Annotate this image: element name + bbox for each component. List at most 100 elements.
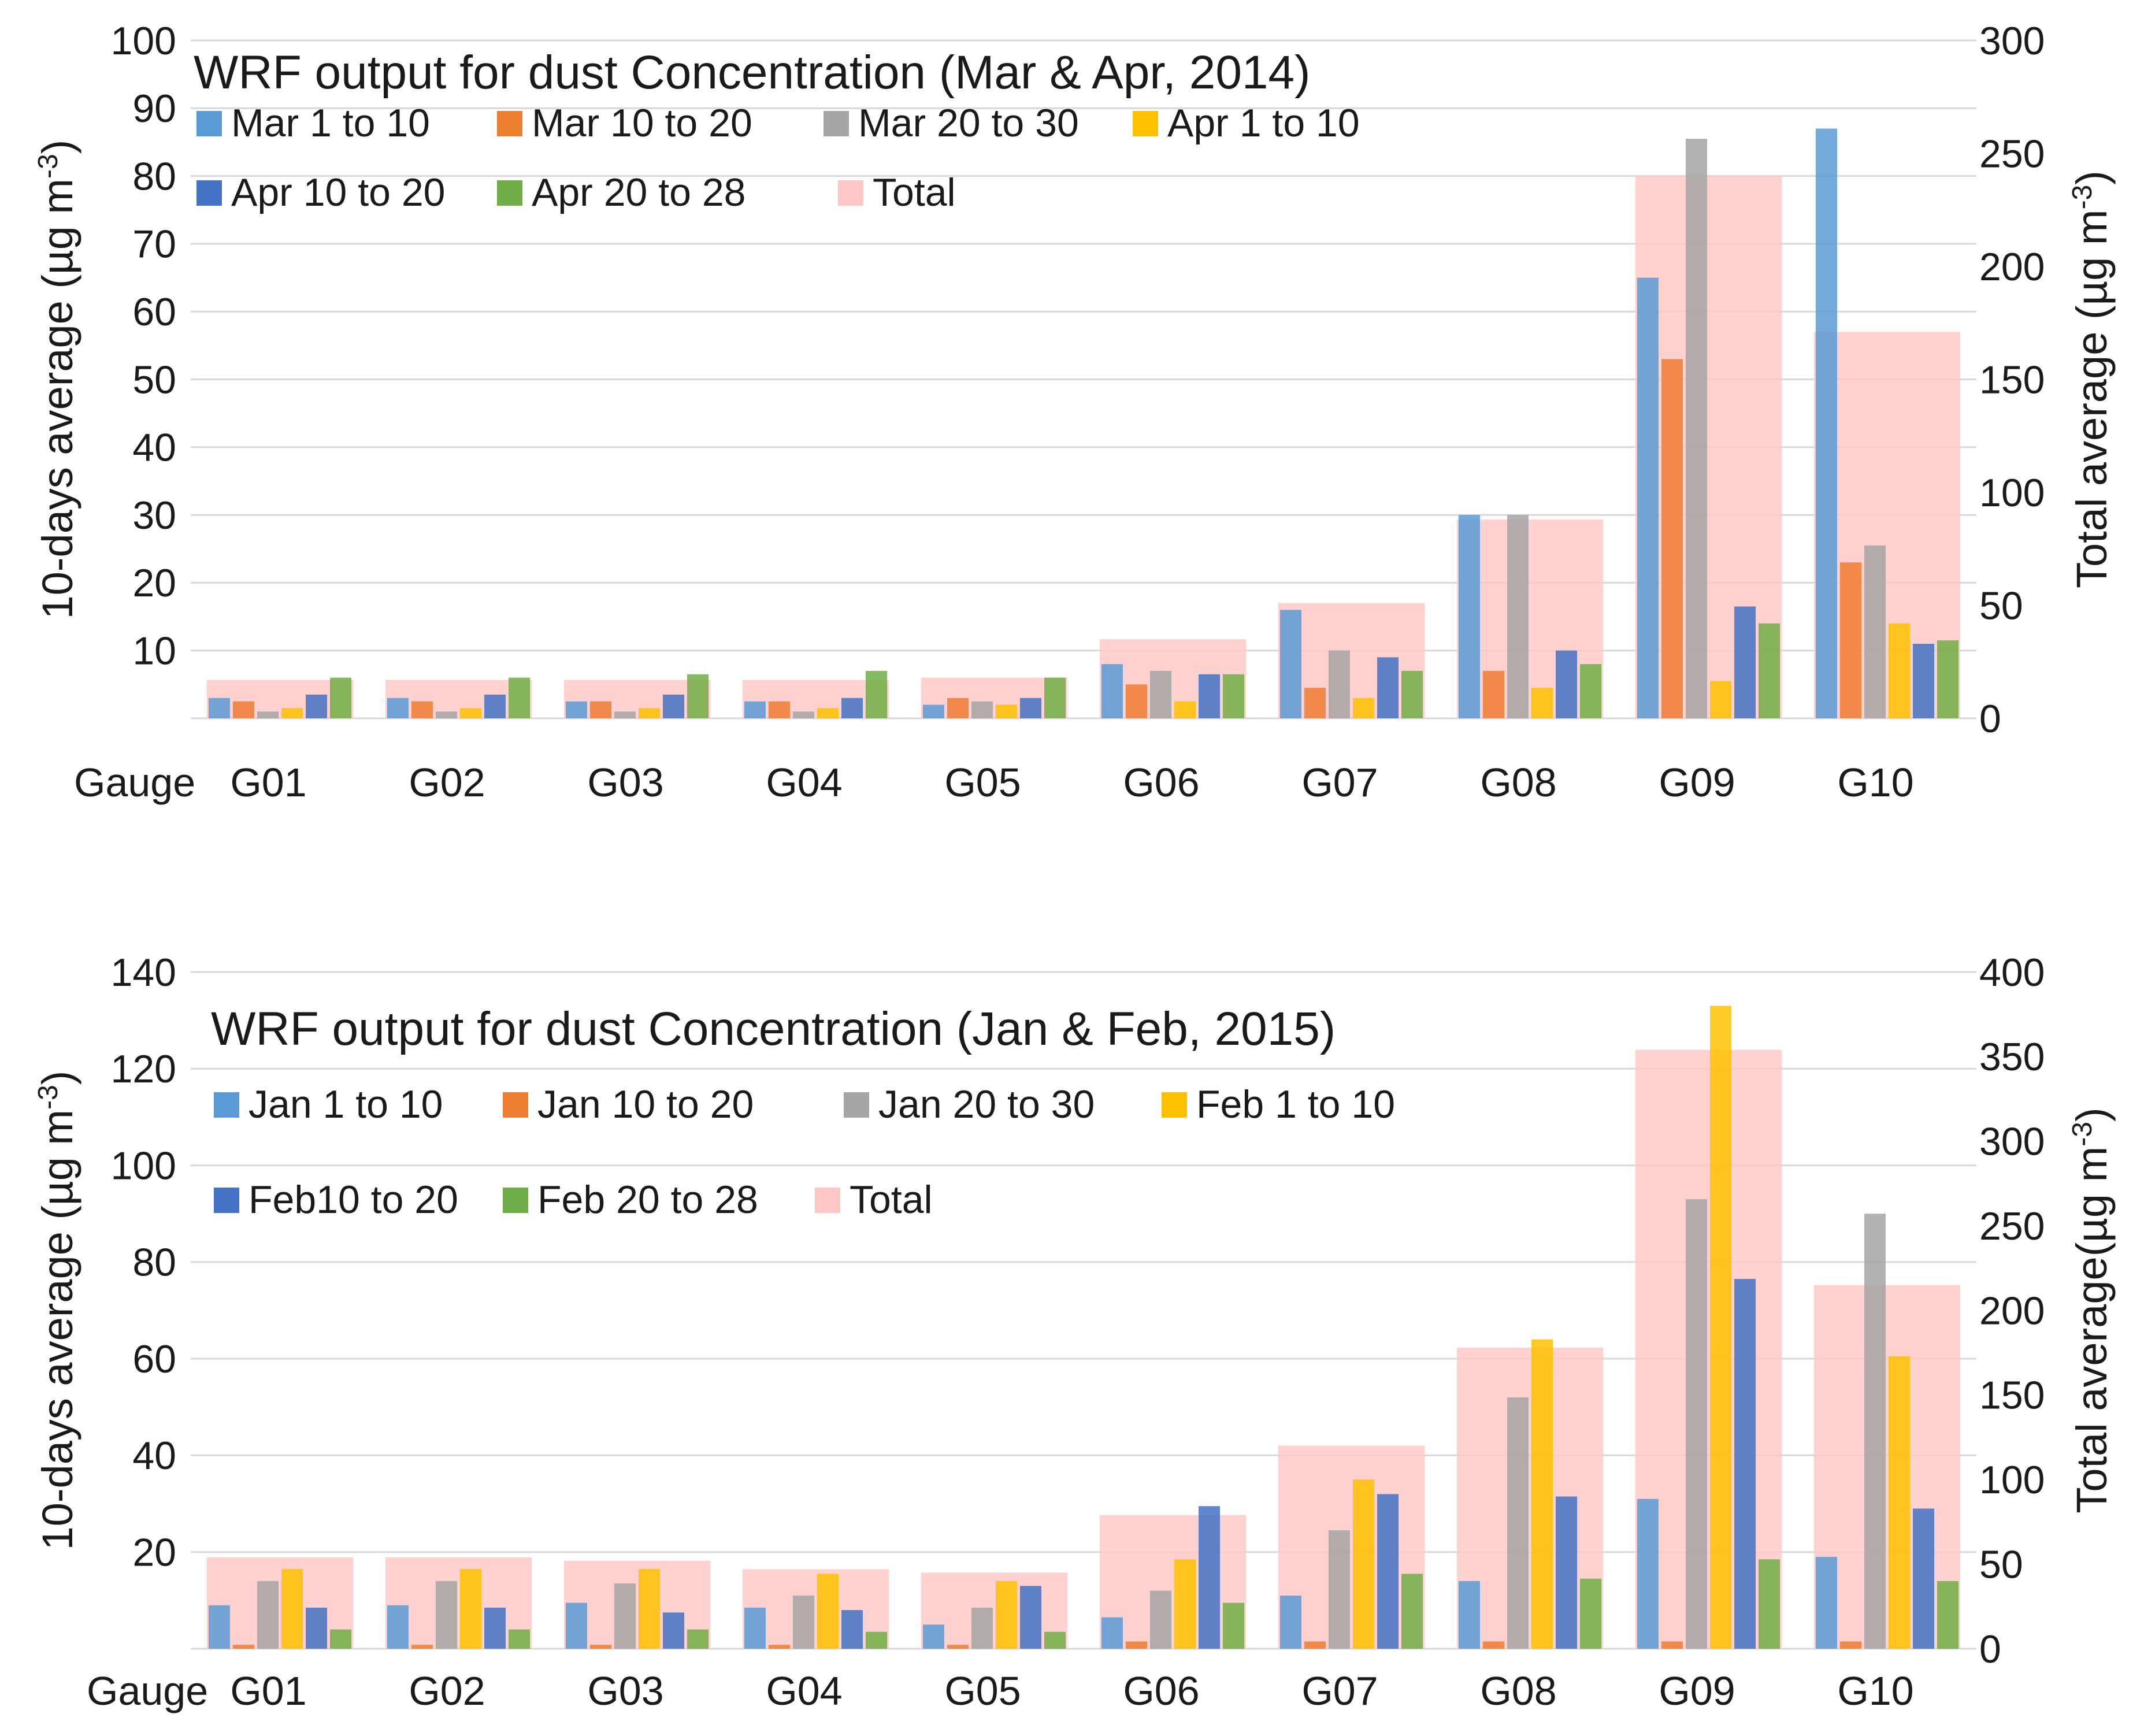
bar-mar-10-to-20-g05: [947, 698, 969, 718]
y2-axis-label-sup: -3: [2067, 185, 2098, 210]
bar-mar-1-to-10-g05: [922, 704, 944, 718]
bar-apr-1-to-10-g07: [1352, 698, 1375, 718]
series-bars: [208, 128, 1959, 719]
series-bars: [208, 1006, 1959, 1649]
bar-jan-10-to-20-g01: [232, 1645, 255, 1649]
bar-apr-20-to-28-g09: [1759, 623, 1781, 718]
total-bars: [206, 1049, 1961, 1649]
legend-label-feb-1-to-10: Feb 1 to 10: [1196, 1082, 1395, 1126]
bar-feb10-to-20-g02: [484, 1607, 506, 1649]
y2-tick-100: 100: [1979, 471, 2045, 515]
bar-apr-10-to-20-g04: [841, 698, 863, 718]
y2-tick-0: 0: [1979, 697, 2001, 741]
legend-swatch-jan-20-to-30: [844, 1092, 869, 1118]
legend-swatch-jan-1-to-10: [214, 1092, 239, 1118]
bar-feb-20-to-28-g01: [330, 1629, 352, 1649]
x-tick-g10: G10: [1837, 760, 1913, 805]
bar-jan-20-to-30-g05: [971, 1607, 993, 1649]
bar-jan-10-to-20-g02: [411, 1645, 433, 1649]
legend-label-mar-20-to-30: Mar 20 to 30: [858, 101, 1079, 145]
y-tick-30: 30: [132, 494, 176, 537]
bar-jan-1-to-10-g01: [208, 1605, 230, 1649]
bar-jan-1-to-10-g06: [1101, 1617, 1123, 1649]
y2-tick-150: 150: [1979, 1374, 2045, 1418]
bar-feb10-to-20-g04: [841, 1610, 863, 1649]
bar-feb10-to-20-g01: [305, 1607, 328, 1649]
bar-mar-20-to-30-g05: [971, 701, 993, 718]
bar-total-g02: [385, 680, 532, 718]
y-axis-label-sup: -3: [33, 154, 64, 179]
y2-axis-label: Total average(µg m-3): [2067, 1107, 2116, 1513]
bar-jan-1-to-10-g03: [565, 1603, 587, 1649]
bar-apr-1-to-10-g05: [995, 704, 1018, 718]
bar-mar-20-to-30-g07: [1328, 650, 1351, 718]
bar-mar-20-to-30-g09: [1685, 139, 1708, 718]
bar-apr-20-to-28-g06: [1223, 674, 1245, 718]
x-tick-g09: G09: [1659, 1668, 1735, 1713]
bar-feb10-to-20-g05: [1019, 1586, 1042, 1649]
bar-jan-20-to-30-g08: [1507, 1397, 1529, 1649]
bar-jan-10-to-20-g09: [1661, 1641, 1683, 1649]
bar-feb-1-to-10-g02: [459, 1568, 482, 1649]
bar-mar-20-to-30-g10: [1864, 545, 1886, 718]
legend-swatch-feb-20-to-28: [503, 1188, 528, 1213]
bar-feb10-to-20-g06: [1198, 1506, 1221, 1649]
right-axis-ticks: 0 50 100 150 200 250 300: [1979, 19, 2045, 741]
legend-label-jan-10-to-20: Jan 10 to 20: [537, 1082, 754, 1126]
bar-feb-1-to-10-g10: [1888, 1356, 1911, 1649]
legend-swatch-apr-20-to-28: [497, 180, 522, 206]
bar-apr-20-to-28-g07: [1401, 670, 1423, 718]
y2-axis-label-end: ): [2068, 170, 2116, 185]
bar-feb-1-to-10-g01: [281, 1568, 303, 1649]
bar-feb-1-to-10-g03: [638, 1568, 661, 1649]
bar-feb-20-to-28-g02: [509, 1629, 531, 1649]
x-tick-g07: G07: [1301, 1668, 1378, 1713]
bar-apr-1-to-10-g09: [1709, 681, 1732, 718]
bar-jan-1-to-10-g07: [1279, 1595, 1301, 1649]
bar-jan-20-to-30-g07: [1328, 1530, 1351, 1649]
bar-jan-20-to-30-g01: [257, 1581, 279, 1649]
bar-feb-20-to-28-g07: [1401, 1574, 1423, 1649]
bar-jan-20-to-30-g06: [1149, 1590, 1172, 1649]
bar-mar-20-to-30-g02: [435, 711, 458, 718]
bar-jan-10-to-20-g08: [1482, 1641, 1505, 1649]
legend-swatch-mar-1-to-10: [196, 111, 222, 136]
bar-jan-20-to-30-g10: [1864, 1214, 1886, 1649]
bar-total-g07: [1278, 603, 1425, 718]
x-axis-label: Gauge: [87, 1668, 208, 1713]
bar-total-g06: [1099, 1515, 1247, 1649]
legend-swatch-feb10-to-20: [214, 1188, 239, 1213]
y-tick-60: 60: [132, 290, 176, 334]
bar-apr-10-to-20-g01: [305, 694, 328, 718]
bar-feb-20-to-28-g08: [1580, 1578, 1602, 1649]
bar-jan-10-to-20-g10: [1839, 1641, 1862, 1649]
bar-mar-1-to-10-g06: [1101, 664, 1123, 718]
x-axis-ticks: G01 G02 G03 G04 G05 G06 G07 G08 G09 G10: [230, 760, 1913, 805]
x-tick-g05: G05: [944, 1668, 1021, 1713]
bar-mar-1-to-10-g10: [1815, 128, 1837, 719]
bar-apr-20-to-28-g03: [687, 674, 709, 718]
legend-label-jan-20-to-30: Jan 20 to 30: [878, 1082, 1095, 1126]
bar-total-g10: [1813, 1285, 1961, 1649]
bar-jan-1-to-10-g02: [387, 1605, 409, 1649]
bar-jan-10-to-20-g03: [589, 1645, 612, 1649]
x-tick-g06: G06: [1123, 760, 1199, 805]
bar-apr-1-to-10-g06: [1174, 701, 1196, 718]
bar-mar-1-to-10-g02: [387, 698, 409, 718]
y2-axis-label: Total average (µg m-3): [2067, 170, 2116, 588]
bar-feb-20-to-28-g06: [1223, 1603, 1245, 1649]
y-axis-label-end: ): [34, 1071, 81, 1085]
bar-mar-10-to-20-g08: [1482, 670, 1505, 718]
x-tick-g02: G02: [409, 760, 485, 805]
y-tick-20: 20: [132, 561, 176, 605]
bar-feb10-to-20-g08: [1555, 1496, 1578, 1649]
y-axis-label-sup: -3: [33, 1085, 64, 1110]
y-tick-50: 50: [132, 358, 176, 402]
x-tick-g07: G07: [1301, 760, 1378, 805]
legend: Mar 1 to 10 Mar 10 to 20 Mar 20 to 30 Apr 1…: [196, 101, 1360, 214]
bar-apr-1-to-10-g03: [638, 708, 661, 718]
bar-mar-10-to-20-g02: [411, 701, 433, 718]
bar-apr-10-to-20-g08: [1555, 650, 1578, 718]
y-tick-10: 10: [132, 629, 176, 673]
bar-apr-10-to-20-g09: [1734, 606, 1756, 718]
